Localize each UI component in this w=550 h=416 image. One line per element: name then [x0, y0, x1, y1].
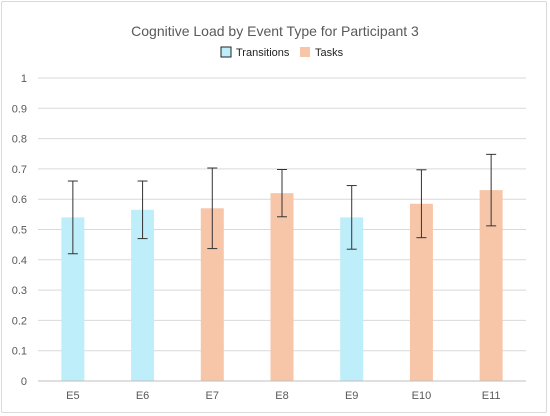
chart-title: Cognitive Load by Event Type for Partici…: [131, 23, 419, 39]
bar-E6: [131, 209, 155, 381]
x-tick-label-E9: E9: [345, 390, 358, 402]
legend: Transitions Tasks: [220, 46, 344, 59]
bars: [61, 190, 503, 381]
y-tick-label-1: 0.1: [12, 346, 27, 358]
gridlines: [38, 77, 526, 352]
bar-E5: [61, 217, 85, 381]
legend-label-tasks: Tasks: [315, 47, 344, 59]
legend-swatch-transitions: [220, 46, 232, 58]
error-bars: [67, 153, 497, 255]
legend-swatch-tasks: [300, 47, 310, 57]
x-tick-label-E6: E6: [136, 390, 149, 402]
x-tick-label-E8: E8: [275, 390, 288, 402]
y-tick-label-10: 1: [21, 73, 27, 85]
x-tick-label-E5: E5: [66, 390, 79, 402]
x-tick-label-E7: E7: [206, 390, 219, 402]
y-tick-label-7: 0.7: [12, 164, 27, 176]
y-tick-label-8: 0.8: [12, 134, 27, 146]
legend-label-transitions: Transitions: [236, 47, 290, 59]
bar-E7: [200, 208, 224, 381]
x-tick-label-E11: E11: [482, 390, 501, 402]
y-tick-label-6: 0.6: [12, 194, 27, 206]
x-tick-label-E10: E10: [412, 390, 432, 402]
y-tick-label-2: 0.2: [12, 315, 27, 327]
bar-E9: [340, 217, 364, 381]
y-tick-label-9: 0.9: [12, 103, 27, 115]
axes: 0 0.1 0.2 0.3 0.4 0.5 0.6 0.7 0.8 0.9 1 E5 E6 E7 E8 E9 E…: [12, 73, 526, 402]
y-tick-label-0: 0: [21, 376, 27, 388]
y-tick-label-3: 0.3: [12, 285, 27, 297]
bar-E11: [479, 190, 503, 381]
y-tick-label-5: 0.5: [12, 225, 27, 237]
bar-E8: [270, 193, 294, 381]
y-tick-label-4: 0.4: [12, 255, 27, 267]
bar-E10: [409, 203, 433, 381]
